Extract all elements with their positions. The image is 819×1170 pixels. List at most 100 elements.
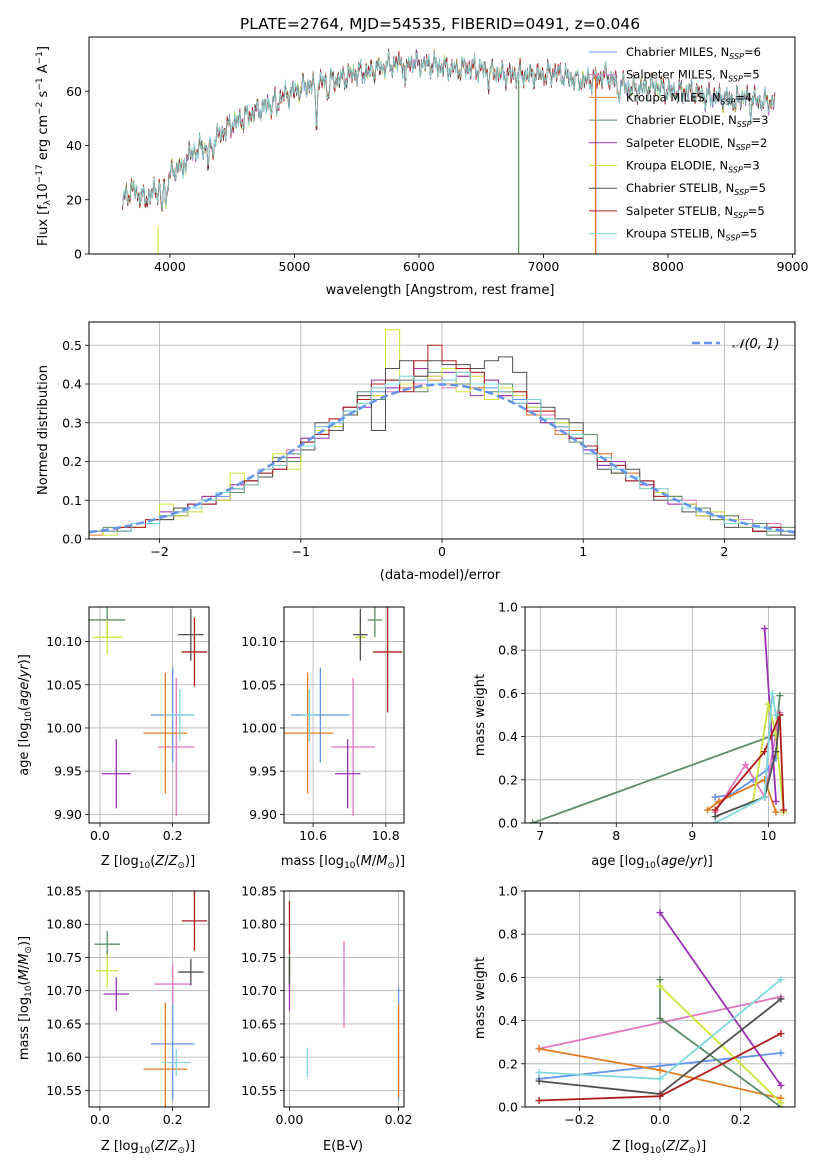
weight-marker — [535, 1068, 543, 1076]
x-tick-label: 5000 — [279, 259, 311, 274]
weight-z-xlabel: Z [log10(Z/Z⊙)] — [612, 1139, 706, 1156]
y-tick-label: 0.0 — [498, 816, 518, 831]
legend-entry: Chabrier ELODIE, NSSP=3 — [626, 113, 768, 129]
y-tick-label: 0.4 — [498, 1013, 518, 1028]
weight-line — [659, 985, 782, 1104]
x-tick-label: −2 — [150, 544, 168, 559]
weight-marker — [529, 819, 537, 823]
weight-marker — [656, 1066, 664, 1074]
weight-marker — [535, 1097, 543, 1105]
y-tick-label: 10.75 — [241, 950, 277, 965]
histogram-ylabel: Normed distribution — [36, 365, 51, 495]
y-tick-label: 0.6 — [498, 970, 518, 985]
axes-frame — [88, 321, 796, 540]
x-tick-label: 10.6 — [299, 828, 327, 843]
x-tick-label: 8 — [612, 828, 620, 843]
x-tick-label: 0.2 — [163, 1112, 183, 1127]
legend-entry: Chabrier MILES, NSSP=6 — [626, 45, 761, 61]
weight-marker — [656, 1092, 664, 1100]
y-tick-label: 0.2 — [62, 454, 82, 469]
axes-frame — [283, 606, 405, 824]
x-tick-label: 0.2 — [163, 828, 183, 843]
ebv-xlabel: E(B-V) — [323, 1139, 363, 1154]
weight-marker — [711, 806, 719, 814]
weight-marker — [761, 748, 769, 756]
x-tick-label: 8000 — [652, 259, 684, 274]
mass-vs-extinction-plot: 0.00 0.02 10.55 10.60 10.65 10.70 10.75 10.80 10… — [241, 884, 412, 1128]
y-tick-label: 1.0 — [498, 600, 518, 615]
y-tick-label: 0.2 — [498, 1056, 518, 1071]
y-tick-label: 10.00 — [46, 720, 82, 735]
x-tick-label: 10.8 — [372, 828, 400, 843]
mass-vs-metallicity-plot: 0.0 0.2 10.55 10.60 10.65 10.70 10.75 10.80 10.8… — [46, 884, 210, 1127]
y-tick-label: 10.00 — [241, 720, 277, 735]
y-tick-label: 10.85 — [46, 884, 82, 899]
spectrum-ylabel: Flux [fλ10−17 erg cm−2 s−1 A−1] — [35, 46, 53, 246]
y-tick-label: 10.05 — [46, 677, 82, 692]
mass-z-xlabel: Z [log10(Z/Z⊙)] — [101, 1139, 195, 1156]
axes-frame — [88, 890, 210, 1108]
weight-marker — [772, 797, 780, 805]
axes-frame — [88, 606, 210, 824]
normal-curve-legend-label: 𝒩(0, 1) — [732, 337, 779, 352]
age-z-xlabel: Z [log10(Z/Z⊙)] — [101, 854, 195, 871]
y-tick-label: 10.10 — [46, 634, 82, 649]
weight-marker — [656, 909, 664, 917]
y-tick-label: 10.10 — [241, 634, 277, 649]
legend-entry: Kroupa STELIB, NSSP=5 — [626, 227, 757, 243]
x-tick-label: 1 — [579, 544, 587, 559]
spectrum-xlabel: wavelength [Angstrom, rest frame] — [326, 283, 555, 298]
age-vs-mass-plot: 10.6 10.8 9.90 9.95 10.00 10.05 10.10 — [241, 606, 405, 843]
x-tick-label: 4000 — [154, 259, 186, 274]
weight-age-ylabel: mass weight — [473, 674, 488, 756]
weight-marker — [777, 1081, 785, 1089]
x-tick-label: −1 — [292, 544, 310, 559]
age-vs-metallicity-plot: 0.0 0.2 9.90 9.95 10.00 10.05 10.10 — [46, 606, 210, 843]
weight-line — [532, 695, 781, 823]
x-tick-label: 0.0 — [90, 828, 110, 843]
axes-frame — [524, 606, 796, 824]
y-tick-label: 0.8 — [498, 643, 518, 658]
mass-weight-vs-metallicity-plot: −0.2 0.0 0.2 0.0 0.2 0.4 0.6 0.8 1.0 — [498, 884, 796, 1127]
weight-line — [714, 714, 785, 811]
x-tick-label: −0.2 — [564, 1112, 594, 1127]
y-tick-label: 10.05 — [241, 677, 277, 692]
y-tick-label: 0.4 — [498, 729, 518, 744]
weight-marker — [777, 1099, 785, 1107]
legend-entry: Salpeter STELIB, NSSP=5 — [626, 204, 765, 220]
weight-marker — [535, 1077, 543, 1085]
legend-entry: Kroupa MILES, NSSP=4 — [626, 90, 752, 106]
weight-marker — [772, 711, 780, 719]
x-tick-label: 0.0 — [650, 1112, 670, 1127]
spectrum-line — [122, 50, 776, 210]
weight-marker — [777, 1030, 785, 1038]
y-tick-label: 10.80 — [46, 917, 82, 932]
y-tick-label: 10.60 — [46, 1050, 82, 1065]
weight-marker — [656, 1014, 664, 1022]
y-tick-label: 0.2 — [498, 772, 518, 787]
x-tick-label: 7 — [536, 828, 544, 843]
y-tick-label: 0 — [74, 247, 82, 262]
y-tick-label: 0.5 — [62, 338, 82, 353]
histogram-legend: 𝒩(0, 1) — [692, 337, 779, 352]
x-tick-label: 7000 — [528, 259, 560, 274]
weight-marker — [704, 806, 712, 814]
weight-marker — [656, 976, 664, 984]
legend-entry: Salpeter ELODIE, NSSP=2 — [626, 136, 767, 152]
x-tick-label: 0.0 — [90, 1112, 110, 1127]
weight-marker — [742, 761, 750, 769]
weight-age-xlabel: age [log10(age/yr)] — [591, 854, 713, 871]
x-tick-label: 0.00 — [276, 1112, 304, 1127]
weight-marker — [780, 806, 788, 814]
y-tick-label: 10.65 — [241, 1016, 277, 1031]
y-tick-label: 9.95 — [54, 764, 82, 779]
weight-marker — [711, 813, 719, 821]
weight-marker — [772, 748, 780, 756]
weight-marker — [535, 1045, 543, 1053]
weight-line — [706, 778, 777, 813]
weight-line — [752, 703, 785, 813]
y-tick-label: 10.70 — [241, 983, 277, 998]
x-tick-label: 0.02 — [385, 1112, 413, 1127]
weight-z-ylabel: mass weight — [473, 957, 488, 1039]
